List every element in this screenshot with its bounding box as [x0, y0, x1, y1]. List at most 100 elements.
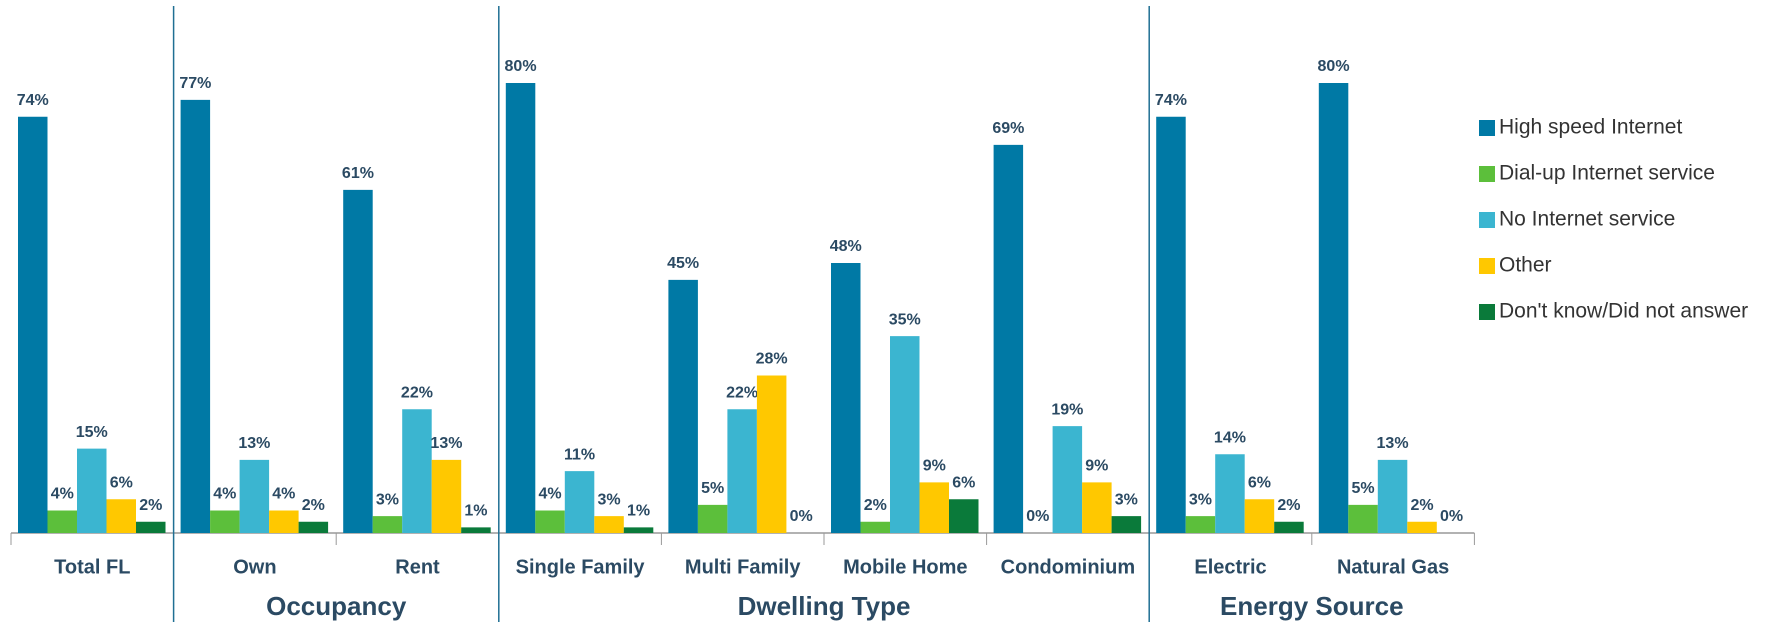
legend-label: Dial-up Internet service — [1499, 162, 1715, 185]
value-label: 6% — [1248, 474, 1271, 491]
value-label: 2% — [864, 497, 887, 514]
legend-label: No Internet service — [1499, 208, 1675, 231]
bar — [668, 279, 698, 533]
value-label: 13% — [1377, 435, 1409, 452]
bar — [372, 516, 403, 533]
value-label: 9% — [923, 458, 946, 475]
bar — [461, 527, 491, 533]
x-tick-label: Total FL — [54, 556, 130, 578]
value-label: 80% — [505, 58, 537, 75]
bar — [136, 521, 166, 533]
bar — [727, 409, 757, 533]
legend-label: Other — [1499, 254, 1552, 277]
value-label: 1% — [464, 503, 487, 520]
value-label: 9% — [1085, 458, 1108, 475]
bar — [1156, 116, 1186, 533]
bar — [1274, 521, 1304, 533]
value-label: 1% — [627, 503, 650, 520]
bar — [1052, 426, 1083, 533]
x-tick-label: Condominium — [1001, 556, 1135, 578]
bar — [431, 459, 462, 533]
value-label: 74% — [1155, 92, 1187, 109]
value-label: 5% — [701, 480, 724, 497]
value-label: 69% — [992, 120, 1024, 137]
value-label: 22% — [726, 384, 758, 401]
bar — [993, 144, 1024, 533]
value-label: 22% — [401, 384, 433, 401]
bar — [949, 499, 979, 533]
legend-swatch — [1479, 304, 1495, 320]
value-label: 4% — [213, 486, 236, 503]
bar — [1215, 454, 1245, 533]
value-label: 0% — [790, 508, 813, 525]
legend-swatch — [1479, 258, 1495, 274]
bar — [1082, 482, 1112, 533]
bar — [210, 510, 240, 533]
group-label: Occupancy — [266, 591, 407, 621]
value-label: 6% — [952, 474, 975, 491]
value-label: 13% — [430, 435, 462, 452]
bar — [269, 510, 299, 533]
value-label: 35% — [889, 311, 921, 328]
value-label: 0% — [1026, 508, 1049, 525]
value-label: 15% — [76, 424, 108, 441]
bar — [919, 482, 949, 533]
bar — [106, 499, 136, 533]
bar — [1407, 521, 1437, 533]
bar — [505, 83, 536, 533]
bar — [564, 471, 595, 533]
legend-label: Don't know/Did not answer — [1499, 300, 1748, 323]
x-tick-label: Single Family — [516, 556, 646, 578]
bar — [298, 521, 329, 533]
bar — [535, 510, 565, 533]
x-tick-label: Own — [233, 556, 276, 578]
bar — [180, 99, 211, 533]
value-label: 3% — [1115, 491, 1138, 508]
bar — [77, 448, 107, 533]
bar — [1348, 504, 1378, 533]
bar — [1185, 516, 1216, 533]
bar — [1377, 459, 1408, 533]
bar — [343, 189, 373, 533]
legend-swatch — [1479, 166, 1495, 182]
value-label: 80% — [1318, 58, 1350, 75]
value-label: 14% — [1214, 429, 1246, 446]
bar — [47, 510, 77, 533]
value-label: 3% — [1189, 491, 1212, 508]
bar — [402, 409, 432, 533]
value-label: 61% — [342, 165, 374, 182]
bar — [756, 375, 787, 533]
value-label: 45% — [667, 255, 699, 272]
value-label: 4% — [51, 486, 74, 503]
value-label: 74% — [17, 92, 49, 109]
group-label: Dwelling Type — [738, 591, 911, 621]
value-label: 4% — [272, 486, 295, 503]
value-label: 4% — [538, 486, 561, 503]
value-label: 3% — [376, 491, 399, 508]
x-tick-label: Natural Gas — [1337, 556, 1449, 578]
value-label: 19% — [1051, 401, 1083, 418]
bar — [594, 516, 624, 533]
value-label: 13% — [238, 435, 270, 452]
legend-label: High speed Internet — [1499, 116, 1682, 139]
value-label: 2% — [1410, 497, 1433, 514]
bar — [831, 263, 861, 533]
value-label: 77% — [179, 75, 211, 92]
value-label: 11% — [564, 446, 595, 463]
legend-swatch — [1479, 120, 1495, 136]
bar — [1111, 516, 1142, 533]
bar — [239, 459, 270, 533]
x-tick-label: Multi Family — [685, 556, 801, 578]
x-tick-label: Mobile Home — [843, 556, 967, 578]
bar — [860, 521, 890, 533]
bar — [1318, 83, 1349, 533]
value-label: 2% — [302, 497, 325, 514]
value-label: 2% — [1277, 497, 1300, 514]
legend-swatch — [1479, 212, 1495, 228]
x-tick-label: Electric — [1194, 556, 1266, 578]
group-label: Energy Source — [1220, 591, 1404, 621]
bar — [697, 504, 728, 533]
value-label: 6% — [110, 474, 133, 491]
bar — [623, 527, 654, 533]
